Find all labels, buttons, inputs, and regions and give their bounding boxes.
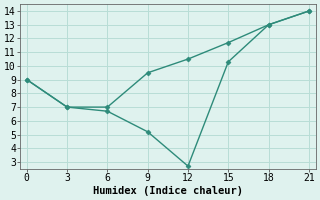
X-axis label: Humidex (Indice chaleur): Humidex (Indice chaleur) (93, 186, 243, 196)
